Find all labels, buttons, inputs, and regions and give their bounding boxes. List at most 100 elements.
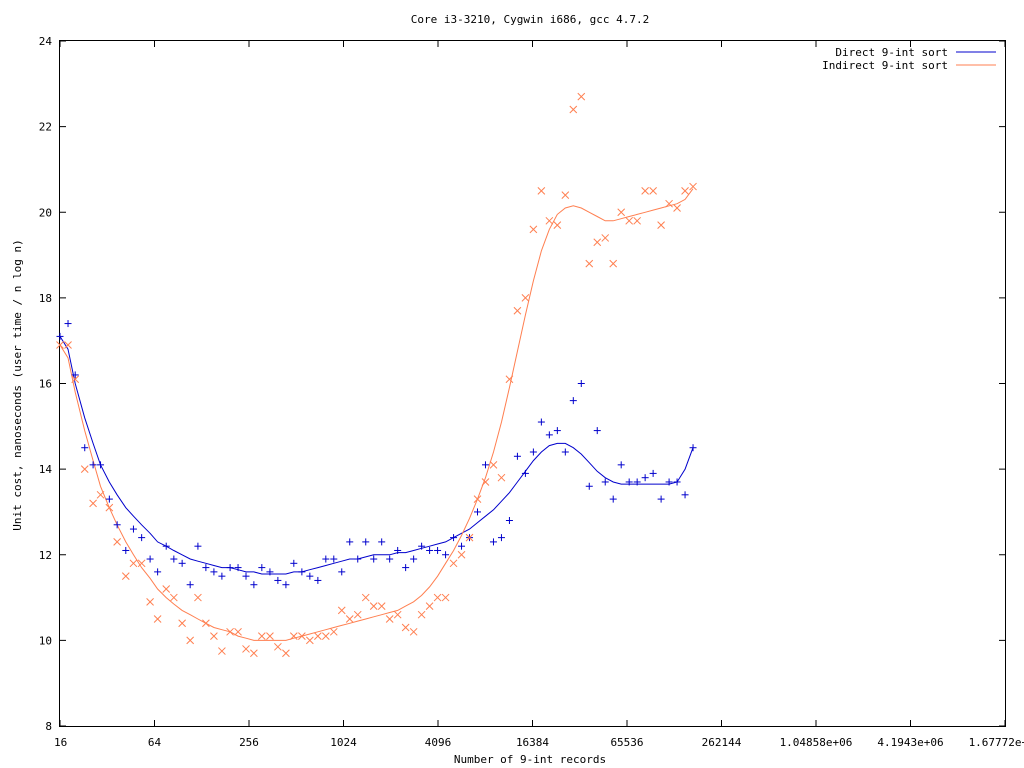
series-0-point (402, 564, 410, 572)
series-0-point (617, 461, 625, 469)
series-1-point (105, 503, 114, 512)
series-0-point (290, 559, 298, 567)
series-1-point (137, 559, 146, 568)
series-0-point (298, 568, 306, 576)
series-0-point (242, 572, 250, 580)
series-0-point (210, 568, 218, 576)
series-1-point (178, 619, 186, 628)
series-1-point (257, 632, 266, 640)
series-0-point (113, 521, 121, 529)
series-1-point (425, 602, 434, 610)
series-0-point (89, 461, 97, 469)
series-1-point (601, 234, 610, 242)
series-1-point (513, 306, 522, 315)
series-0-point (561, 448, 569, 456)
y-tick-label: 24 (39, 35, 53, 48)
series-0-point (585, 482, 593, 490)
series-0-point (258, 564, 266, 572)
x-axis-label: Number of 9-int records (454, 753, 606, 766)
series-1-point (353, 610, 362, 619)
y-axis-label: Unit cost, nanoseconds (user time / n lo… (11, 239, 24, 530)
series-1-point (337, 606, 346, 615)
y-tick-label: 12 (39, 549, 52, 562)
series-0-point (450, 534, 458, 542)
series-1-point (96, 490, 105, 499)
series-0-point (418, 542, 426, 550)
series-0-point (56, 332, 64, 340)
series-1-point (561, 191, 570, 199)
series-0-point (162, 542, 170, 550)
series-0-point (362, 538, 370, 546)
series-1-point (449, 559, 458, 568)
series-0-point (306, 572, 314, 580)
series-1-point (641, 186, 649, 195)
series-1-point (633, 216, 642, 225)
series-0-point (529, 448, 537, 456)
series-0-point (346, 538, 354, 546)
x-tick-label: 64 (148, 736, 162, 749)
series-0-point (593, 427, 601, 435)
series-1-point (497, 473, 506, 482)
series-0-point (641, 474, 649, 482)
series-0-point (657, 495, 665, 503)
y-tick-label: 14 (39, 463, 53, 476)
series-1-point (202, 619, 210, 628)
series-1-point (345, 615, 354, 623)
series-0-point (138, 534, 146, 542)
chart-title: Core i3-3210, Cygwin i686, gcc 4.7.2 (411, 13, 649, 26)
series-0-point (553, 427, 561, 435)
y-tick-label: 8 (45, 720, 52, 733)
series-0-point (458, 542, 466, 550)
series-1-point (226, 627, 234, 636)
series-0-point (474, 508, 482, 516)
series-1-point (194, 593, 202, 602)
series-1-point (242, 645, 250, 653)
series-0-point (665, 478, 673, 486)
series-0-point (97, 461, 105, 469)
series-0-point (64, 320, 72, 328)
series-0-point (569, 397, 577, 405)
series-0-point (481, 461, 489, 469)
series-1-point (489, 460, 498, 469)
series-0-point (170, 555, 178, 563)
series-0-point (537, 418, 545, 426)
series-1-point (305, 636, 314, 645)
series-0-point (218, 572, 226, 580)
series-1-point (129, 559, 138, 568)
series-1-point (218, 647, 226, 655)
series-0-point (545, 431, 553, 439)
series-1-point (681, 186, 689, 195)
series-1-fit-line (59, 188, 694, 641)
series-1-point (521, 294, 530, 302)
series-1-point (186, 636, 195, 645)
series-1-point (473, 495, 482, 503)
series-0-point (386, 555, 394, 563)
series-0-point (194, 542, 202, 550)
series-0-point (105, 495, 113, 503)
series-1-point (361, 593, 370, 602)
x-tick-label: 1024 (330, 736, 357, 749)
series-1-point (289, 632, 298, 640)
series-1-point (146, 597, 154, 606)
series-1-point (80, 465, 89, 473)
y-tick-label: 20 (39, 206, 52, 219)
x-tick-label: 1.04858e+06 (780, 736, 853, 749)
series-1-point (433, 593, 442, 602)
series-1-point (369, 602, 378, 610)
y-tick-label: 22 (39, 121, 52, 134)
series-0-point (410, 555, 418, 563)
series-0-point (202, 564, 210, 572)
series-1-point (409, 627, 418, 636)
series-1-point (282, 649, 290, 658)
axis-ticks: 16 64 256 1024 4096 16384 65536 262144 1.04858e+… (39, 35, 1024, 749)
y-tick-label: 18 (39, 292, 52, 305)
series-1-point (274, 642, 282, 651)
series-0-point (378, 538, 386, 546)
series-1-point (537, 186, 546, 195)
series-1-point (71, 375, 80, 384)
series-0-point (81, 444, 89, 452)
series-1-point (553, 221, 562, 229)
x-tick-label: 4.1943e+06 (877, 736, 943, 749)
